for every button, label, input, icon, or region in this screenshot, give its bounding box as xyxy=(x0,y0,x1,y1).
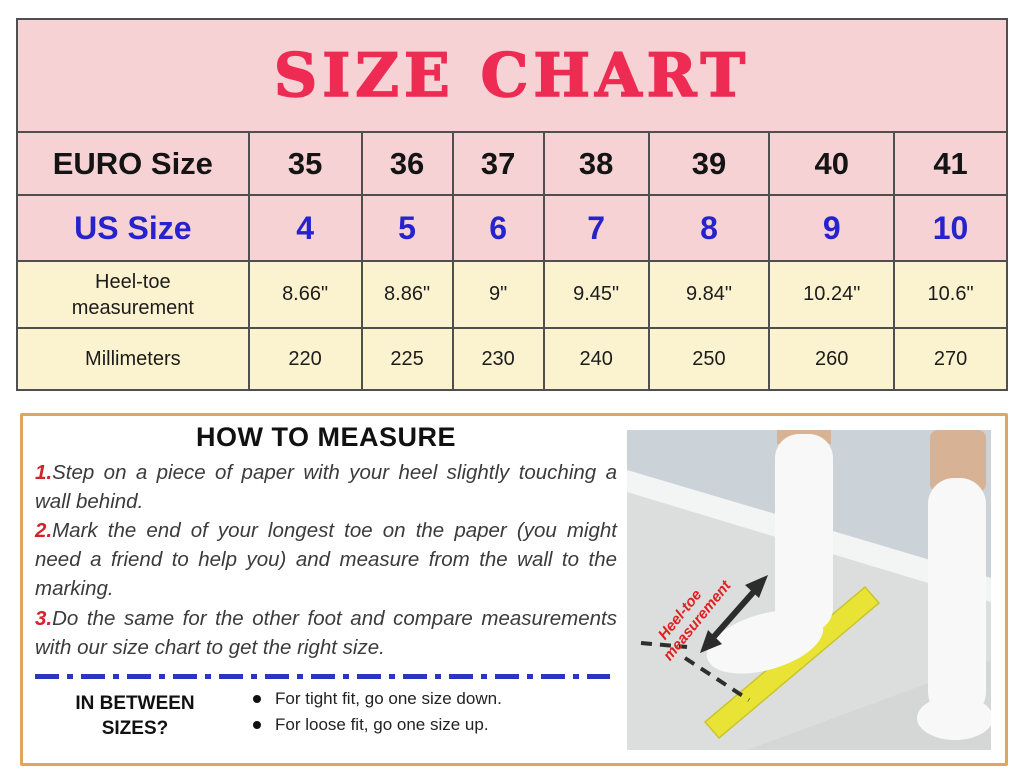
heel-toe-cell: 9.45" xyxy=(542,260,650,329)
euro-size-cell: 39 xyxy=(647,131,771,196)
size-chart-table: SIZE CHART EURO Size 35 36 37 38 39 40 4… xyxy=(16,18,1008,391)
how-to-measure-heading: HOW TO MEASURE xyxy=(195,422,456,452)
right-leg-sock xyxy=(928,478,986,718)
step-text: Step on a piece of paper with your heel … xyxy=(35,461,617,514)
millimeters-cell: 240 xyxy=(542,327,650,391)
tip-item: For loose fit, go one size up. xyxy=(253,715,502,735)
euro-size-cell: 40 xyxy=(768,131,896,196)
us-size-cell: 4 xyxy=(247,194,363,262)
millimeters-cell: 220 xyxy=(247,327,363,391)
euro-size-cell: 37 xyxy=(451,131,545,196)
in-between-sizes-section: IN BETWEEN SIZES? For tight fit, go one … xyxy=(35,687,617,742)
euro-size-cell: 35 xyxy=(247,131,363,196)
tip-item: For tight fit, go one size down. xyxy=(253,689,502,709)
millimeters-cell: 230 xyxy=(451,327,545,391)
tip-text: For loose fit, go one size up. xyxy=(275,714,489,734)
table-row-euro-size: EURO Size 35 36 37 38 39 40 41 xyxy=(16,131,1008,196)
millimeters-cell: 260 xyxy=(768,327,896,391)
euro-size-cell: 36 xyxy=(360,131,454,196)
dash-dot-divider xyxy=(35,673,610,679)
millimeters-cell: 270 xyxy=(893,327,1008,391)
fit-tips-list: For tight fit, go one size down. For loo… xyxy=(253,687,502,741)
millimeters-cell: 225 xyxy=(360,327,454,391)
ruler-dashed-line xyxy=(683,656,751,702)
euro-size-cell: 38 xyxy=(542,131,650,196)
step-number: 1. xyxy=(35,461,53,484)
row-label-euro-size: EURO Size xyxy=(16,131,250,196)
euro-size-cell: 41 xyxy=(893,131,1008,196)
tip-text: For tight fit, go one size down. xyxy=(275,688,502,708)
heel-toe-cell: 10.24" xyxy=(768,260,896,329)
arrow-head-top xyxy=(745,575,768,598)
row-label-millimeters: Millimeters xyxy=(16,327,250,391)
right-leg-skin xyxy=(930,430,986,492)
arrow-head-bottom xyxy=(700,630,722,653)
table-row-us-size: US Size 4 5 6 7 8 9 10 xyxy=(16,194,1008,262)
measure-instructions: HOW TO MEASURE 1.Step on a piece of pape… xyxy=(35,422,617,742)
step-number: 2. xyxy=(35,519,53,543)
us-size-cell: 9 xyxy=(768,194,896,262)
us-size-cell: 7 xyxy=(542,194,650,262)
row-label-us-size: US Size xyxy=(16,194,250,262)
table-row-millimeters: Millimeters 220 225 230 240 250 260 270 xyxy=(16,327,1008,391)
left-foot xyxy=(706,610,824,674)
heel-toe-cell: 8.86" xyxy=(360,260,454,329)
step-text: Do the same for the other foot and compa… xyxy=(35,606,617,659)
us-size-cell: 8 xyxy=(647,194,771,262)
step-number: 3. xyxy=(35,606,53,630)
measure-step-2: 2.Mark the end of your longest toe on th… xyxy=(35,516,617,603)
measure-steps: 1.Step on a piece of paper with your hee… xyxy=(35,458,617,662)
page-title: SIZE CHART xyxy=(273,40,751,112)
title-row: SIZE CHART xyxy=(16,18,1008,133)
how-to-measure-panel: HOW TO MEASURE 1.Step on a piece of pape… xyxy=(20,413,1008,766)
bullet-dot-icon xyxy=(253,720,261,729)
us-size-cell: 5 xyxy=(360,194,454,262)
heel-toe-cell: 10.6" xyxy=(893,260,1008,329)
us-size-cell: 6 xyxy=(451,194,545,262)
table-row-heel-toe: Heel-toe measurement 8.66" 8.86" 9" 9.45… xyxy=(16,260,1008,329)
millimeters-cell: 250 xyxy=(647,327,771,391)
measure-step-3: 3.Do the same for the other foot and com… xyxy=(35,604,617,662)
heel-toe-cell: 9" xyxy=(451,260,545,329)
in-between-sizes-label: IN BETWEEN SIZES? xyxy=(75,692,195,740)
heel-toe-cell: 9.84" xyxy=(647,260,771,329)
measurement-arrow xyxy=(708,586,760,642)
measure-step-1: 1.Step on a piece of paper with your hee… xyxy=(35,458,617,516)
right-foot xyxy=(917,696,991,740)
step-text: Mark the end of your longest toe on the … xyxy=(35,519,617,601)
heel-toe-cell: 8.66" xyxy=(247,260,363,329)
foot-measuring-illustration: Heel-toe measurement xyxy=(627,430,991,750)
heel-dashed-line xyxy=(640,641,688,649)
bullet-dot-icon xyxy=(253,694,261,703)
row-label-heel-toe: Heel-toe measurement xyxy=(71,270,194,319)
left-leg-sock xyxy=(775,434,833,632)
us-size-cell: 10 xyxy=(893,194,1008,262)
